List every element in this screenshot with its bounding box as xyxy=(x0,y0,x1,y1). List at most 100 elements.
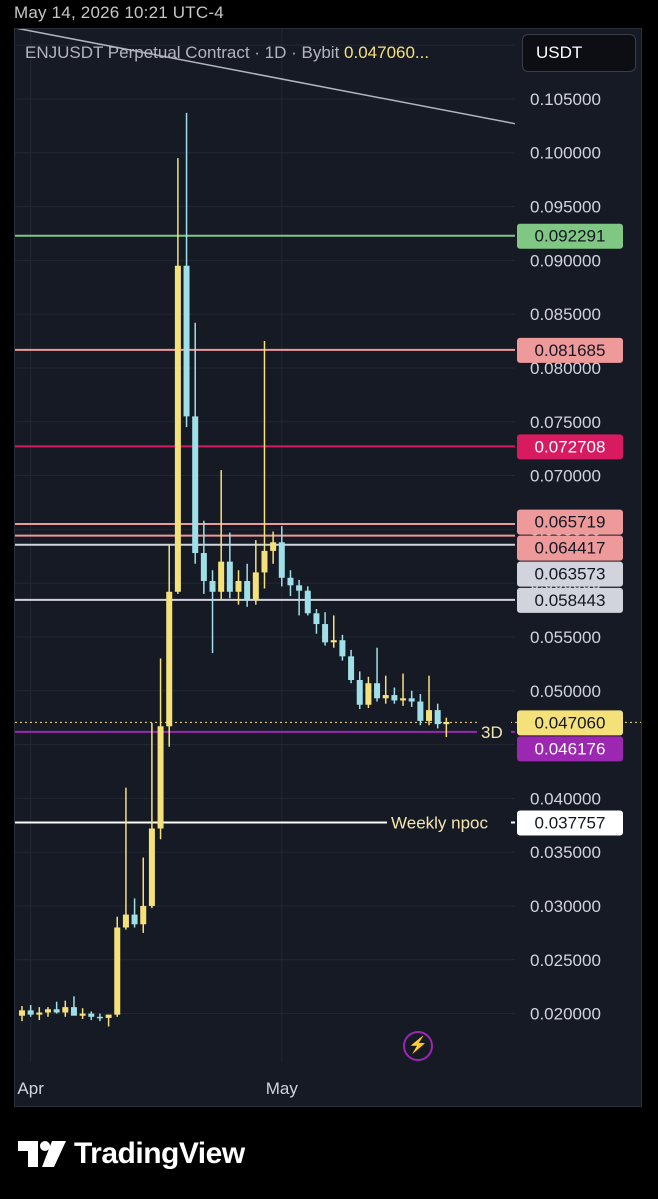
y-tick-label: 0.020000 xyxy=(530,1005,601,1024)
candle-body xyxy=(443,721,450,725)
candle-body xyxy=(53,1009,60,1013)
price-label-text: 0.092291 xyxy=(535,227,606,246)
price-label-text: 0.046176 xyxy=(535,739,606,758)
y-tick-label: 0.030000 xyxy=(530,897,601,916)
candle-body xyxy=(400,698,407,701)
y-tick-label: 0.100000 xyxy=(530,144,601,163)
candle-body xyxy=(304,590,311,614)
candle-body xyxy=(192,416,199,554)
price-label-pill xyxy=(517,810,623,836)
candle-body xyxy=(27,1010,34,1015)
candle-body xyxy=(278,542,285,578)
candle-body xyxy=(313,613,320,625)
candle-body xyxy=(166,591,173,727)
trendline xyxy=(16,29,516,125)
level-annotation-bg xyxy=(477,720,511,743)
price-label-pill xyxy=(517,434,623,460)
candle-body xyxy=(296,585,303,591)
price-label-text: 0.063573 xyxy=(535,565,606,584)
y-tick-label: 0.095000 xyxy=(530,198,601,217)
price-label-text: 0.072708 xyxy=(535,437,606,456)
candle-body xyxy=(270,542,277,551)
candle-body xyxy=(382,695,389,699)
y-tick-label: 0.075000 xyxy=(530,413,601,432)
candle-body xyxy=(131,914,138,925)
candle-body xyxy=(44,1009,51,1013)
price-label-pill xyxy=(517,587,623,613)
price-label-pill xyxy=(517,736,623,762)
price-label-text: 0.081685 xyxy=(535,341,606,360)
candle-body xyxy=(209,581,216,592)
candlestick-chart[interactable]: 0.020000 0.025000 0.030000 0.035000 0.040000… xyxy=(15,29,641,1106)
candle-body xyxy=(218,561,225,592)
candle-body xyxy=(365,683,372,705)
brand-name: TradingView xyxy=(74,1137,245,1170)
y-tick-label: 0.055000 xyxy=(530,628,601,647)
candle-body xyxy=(114,927,121,1015)
x-tick-label: May xyxy=(266,1079,299,1098)
candle-body xyxy=(19,1010,25,1016)
candle-body xyxy=(122,914,129,928)
symbol-title: ENJUSDT Perpetual Contract · 1D · Bybit … xyxy=(25,43,429,63)
y-tick-label: 0.040000 xyxy=(530,789,601,808)
y-tick-label: 0.085000 xyxy=(530,305,601,324)
candle-body xyxy=(70,1007,77,1016)
price-label-pill xyxy=(517,337,623,363)
y-tick-label: 0.025000 xyxy=(530,951,601,970)
candle-body xyxy=(140,905,147,925)
last-price-text: 0.047060... xyxy=(344,43,430,62)
currency-button[interactable]: USDT xyxy=(522,34,636,72)
candle-body xyxy=(235,581,242,592)
candle-body xyxy=(330,640,337,643)
level-annotation: 3D xyxy=(481,723,503,742)
price-label-text: 0.065719 xyxy=(535,513,606,532)
chart-panel[interactable]: 0.020000 0.025000 0.030000 0.035000 0.040000… xyxy=(14,28,642,1107)
y-tick-label: 0.070000 xyxy=(530,467,601,486)
level-annotation: Weekly npoc xyxy=(391,814,489,833)
y-tick-label: 0.105000 xyxy=(530,90,601,109)
x-tick-label: Apr xyxy=(17,1079,44,1098)
tradingview-brand[interactable]: TradingView xyxy=(18,1137,245,1170)
candle-body xyxy=(287,577,294,586)
price-label-text: 0.064417 xyxy=(535,539,606,558)
candle-body xyxy=(36,1012,43,1015)
candle-body xyxy=(417,701,424,721)
lightning-icon[interactable]: ⚡ xyxy=(403,1031,433,1061)
candle-body xyxy=(356,680,363,705)
candle-body xyxy=(226,561,233,592)
candle-body xyxy=(88,1013,95,1017)
price-label-text: 0.047060 xyxy=(535,713,606,732)
candle-body xyxy=(105,1014,112,1018)
y-tick-label: 0.090000 xyxy=(530,251,601,270)
price-label-pill xyxy=(517,710,623,736)
candle-body xyxy=(244,581,251,600)
candle-body xyxy=(157,726,164,829)
price-label-pill xyxy=(517,509,623,535)
candle-body xyxy=(252,572,259,600)
tradingview-logo-icon xyxy=(18,1141,66,1167)
candle-body xyxy=(96,1016,103,1019)
price-label-pill xyxy=(517,223,623,249)
candle-body xyxy=(174,265,181,592)
candle-body xyxy=(408,698,415,702)
y-tick-label: 0.050000 xyxy=(530,682,601,701)
candle-body xyxy=(391,695,398,701)
candle-body xyxy=(148,828,155,906)
candle-body xyxy=(200,553,207,582)
candle-body xyxy=(79,1013,86,1016)
level-annotation-bg xyxy=(387,811,511,834)
candle-body xyxy=(62,1007,69,1013)
price-label-pill xyxy=(517,561,623,587)
y-tick-label: 0.035000 xyxy=(530,843,601,862)
y-tick-label: 0.080000 xyxy=(530,359,601,378)
candle-body xyxy=(374,683,381,699)
price-label-text: 0.058443 xyxy=(535,591,606,610)
price-label-text: 0.037757 xyxy=(535,814,606,833)
candle-body xyxy=(183,265,190,417)
candle-body xyxy=(261,550,268,573)
candle-body xyxy=(426,710,433,721)
timestamp: May 14, 2026 10:21 UTC-4 xyxy=(14,3,224,22)
candle-body xyxy=(348,656,355,681)
candle-body xyxy=(339,640,346,657)
candle-body xyxy=(434,710,441,725)
